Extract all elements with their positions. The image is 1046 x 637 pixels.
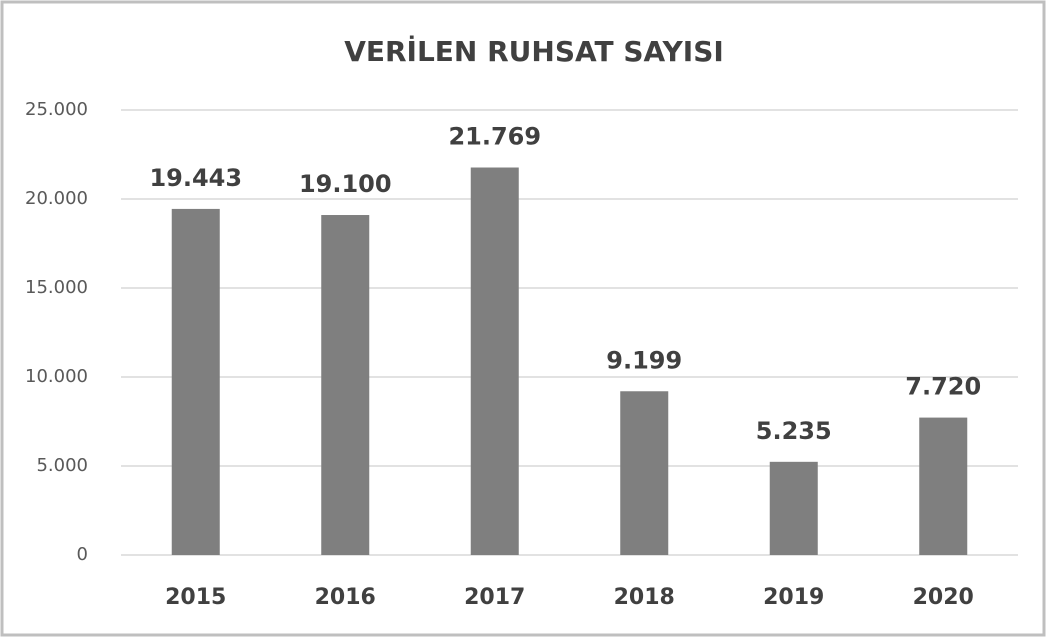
value-label: 5.235: [756, 417, 832, 445]
value-label: 19.100: [299, 170, 392, 198]
x-tick-label: 2017: [464, 585, 525, 610]
x-tick-label: 2019: [763, 585, 824, 610]
chart-title: VERİLEN RUHSAT SAYISI: [344, 34, 724, 68]
bar: [470, 167, 519, 556]
bar: [620, 391, 669, 555]
y-tick-label: 15.000: [25, 277, 88, 298]
bar: [171, 208, 220, 555]
y-tick-label: 10.000: [25, 366, 88, 387]
y-tick-label: 20.000: [25, 188, 88, 209]
x-tick-label: 2015: [165, 585, 226, 610]
y-tick-label: 25.000: [25, 99, 88, 120]
x-tick-label: 2016: [315, 585, 376, 610]
value-label: 21.769: [448, 123, 541, 151]
x-tick-label: 2018: [614, 585, 675, 610]
value-label: 19.443: [149, 164, 242, 192]
bar: [321, 215, 370, 555]
x-tick-label: 2020: [913, 585, 974, 610]
bar: [919, 417, 968, 555]
bar: [769, 461, 818, 555]
y-tick-label: 5.000: [36, 455, 88, 476]
value-label: 7.720: [905, 373, 981, 401]
y-tick-label: 0: [77, 544, 88, 565]
value-label: 9.199: [606, 346, 682, 374]
